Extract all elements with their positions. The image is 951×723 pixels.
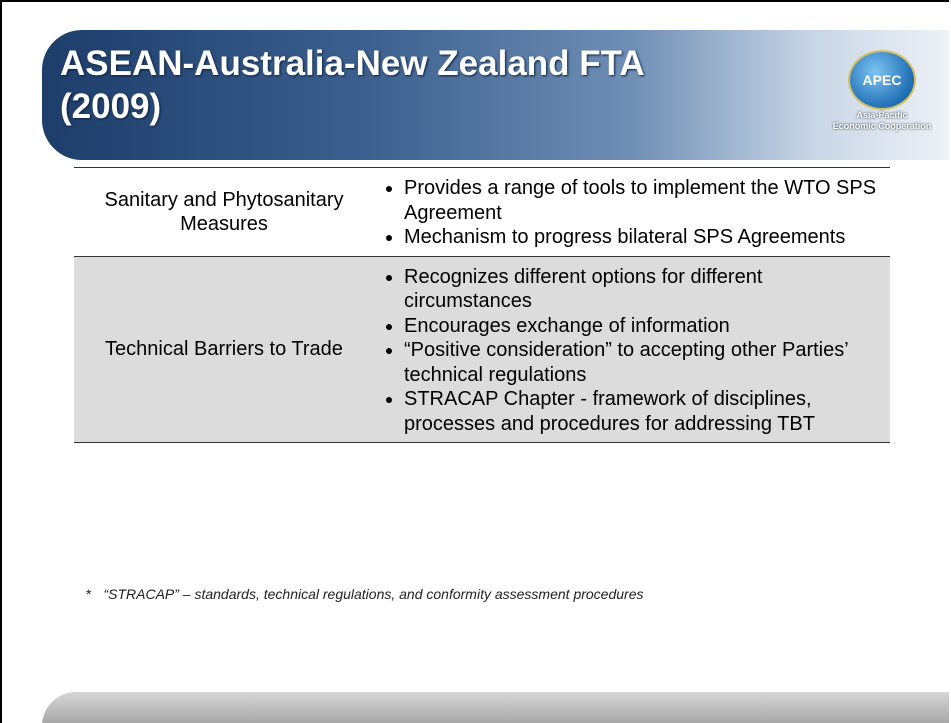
logo-name: APEC bbox=[862, 72, 902, 88]
table-row: Sanitary and Phytosanitary Measures Provi… bbox=[74, 168, 890, 257]
table: Sanitary and Phytosanitary Measures Provi… bbox=[74, 167, 890, 443]
title-line: (2009) bbox=[60, 87, 162, 126]
logo: APEC Asia-Pacific Economic Cooperation bbox=[822, 50, 942, 150]
title: ASEAN-Australia-New Zealand FTA (2009) bbox=[60, 42, 645, 128]
bullet: Mechanism to progress bilateral SPS Agre… bbox=[404, 225, 890, 250]
row-label: Sanitary and Phytosanitary Measures bbox=[104, 188, 344, 235]
logo-tagline: Asia-Pacific bbox=[856, 110, 908, 120]
footnote: * “STRACAP” – standards, technical regula… bbox=[86, 586, 643, 602]
bullet: STRACAP Chapter - framework of disciplin… bbox=[404, 387, 890, 436]
title-line: ASEAN-Australia-New Zealand FTA bbox=[60, 44, 645, 83]
footnote-marker: * bbox=[86, 586, 92, 602]
table-row: Technical Barriers to Trade Recognizes di… bbox=[74, 256, 890, 443]
bullet-list: Provides a range of tools to implement t… bbox=[374, 168, 890, 256]
footnote-text: “STRACAP” – standards, technical regulat… bbox=[103, 586, 644, 602]
bullet-list: Recognizes different options for differe… bbox=[374, 257, 890, 443]
logo-tagline: Economic Cooperation bbox=[832, 121, 932, 131]
header-banner bbox=[42, 30, 949, 160]
bullet: Recognizes different options for differe… bbox=[404, 265, 890, 314]
logo-globe: APEC bbox=[848, 50, 916, 110]
bullet: Provides a range of tools to implement t… bbox=[404, 176, 890, 225]
bullet: “Positive consideration” to accepting ot… bbox=[404, 338, 890, 387]
row-label: Technical Barriers to Trade bbox=[105, 338, 343, 361]
bullet: Encourages exchange of information bbox=[404, 314, 890, 339]
footer-bar bbox=[42, 692, 949, 723]
